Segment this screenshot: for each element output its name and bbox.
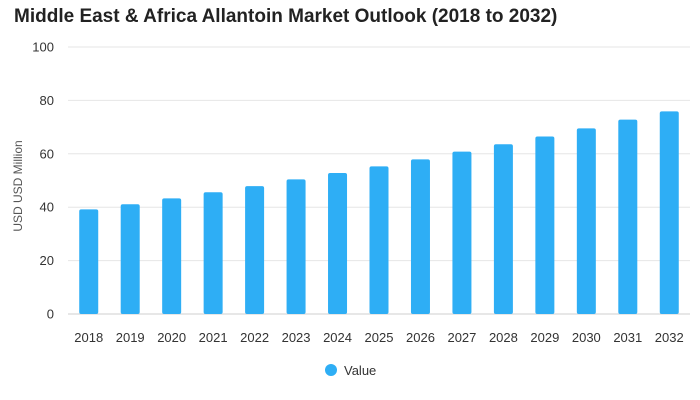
bar-2025[interactable]: [369, 166, 389, 314]
x-tick-label-2027: 2027: [447, 330, 476, 345]
x-tick-label-2030: 2030: [572, 330, 601, 345]
legend-label-value: Value: [344, 363, 376, 378]
y-axis-title: USD USD Million: [11, 140, 25, 231]
chart-title: Middle East & Africa Allantoin Market Ou…: [14, 6, 558, 27]
x-tick-label-2028: 2028: [489, 330, 518, 345]
y-axis-tick-labels: 0 20 40 60 80 100: [32, 40, 54, 322]
y-tick-label-0: 0: [47, 307, 54, 322]
x-tick-label-2024: 2024: [323, 330, 352, 345]
x-tick-label-2023: 2023: [282, 330, 311, 345]
bar-2024[interactable]: [328, 173, 348, 314]
bars: [79, 111, 679, 315]
x-tick-label-2031: 2031: [613, 330, 642, 345]
x-tick-label-2029: 2029: [530, 330, 559, 345]
y-tick-label-100: 100: [32, 40, 54, 55]
legend-marker-value: [325, 364, 337, 376]
legend[interactable]: Value: [325, 363, 376, 378]
bar-2020[interactable]: [162, 198, 182, 314]
x-tick-label-2019: 2019: [116, 330, 145, 345]
x-tick-label-2032: 2032: [655, 330, 684, 345]
bar-2026[interactable]: [410, 159, 430, 314]
bar-2028[interactable]: [493, 144, 513, 314]
bar-2031[interactable]: [618, 119, 638, 315]
x-tick-label-2021: 2021: [199, 330, 228, 345]
bar-2027[interactable]: [452, 151, 472, 314]
bar-2019[interactable]: [120, 204, 140, 314]
bar-2032[interactable]: [659, 111, 679, 314]
y-tick-label-40: 40: [40, 200, 54, 215]
y-tick-label-20: 20: [40, 253, 54, 268]
bar-2021[interactable]: [203, 192, 223, 314]
x-tick-label-2020: 2020: [157, 330, 186, 345]
bar-2018[interactable]: [79, 209, 99, 314]
x-tick-label-2018: 2018: [74, 330, 103, 345]
x-tick-label-2025: 2025: [365, 330, 394, 345]
x-tick-label-2026: 2026: [406, 330, 435, 345]
y-tick-label-60: 60: [40, 146, 54, 161]
x-axis-tick-labels: 2018 2019 2020 2021 2022 2023 2024 2025 2026 2027…: [74, 330, 683, 345]
y-tick-label-80: 80: [40, 93, 54, 108]
bar-2022[interactable]: [245, 186, 265, 314]
bar-2023[interactable]: [286, 179, 306, 314]
bar-2030[interactable]: [576, 128, 596, 314]
x-tick-label-2022: 2022: [240, 330, 269, 345]
bar-2029[interactable]: [535, 136, 555, 314]
